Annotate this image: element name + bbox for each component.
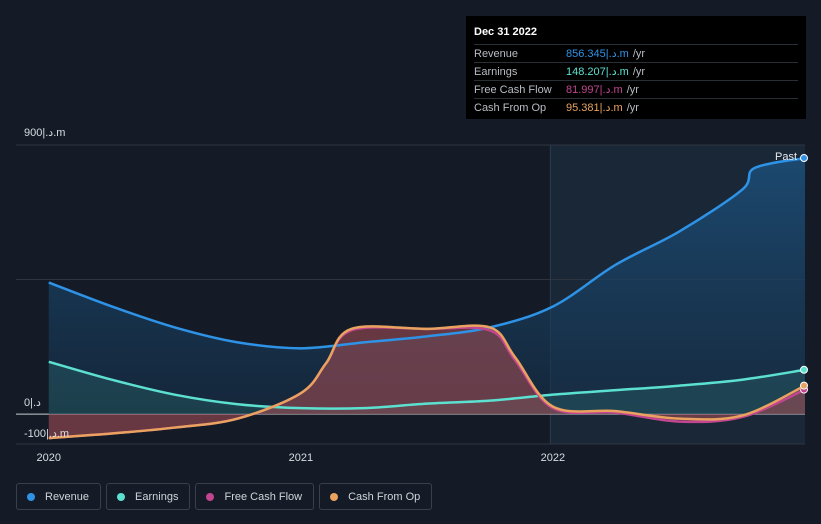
y-tick-label: -100|.د.m [24,428,69,440]
y-tick-label: 900|.د.m [24,127,65,139]
free-cash-flow-area [48,327,806,439]
legend-label: Earnings [135,490,179,503]
tooltip-panel: Dec 31 2022 Revenue 856.345|.د.m /yr Ear… [466,16,806,119]
tooltip-label: Free Cash Flow [474,83,552,96]
legend-label: Cash From Op [348,490,421,503]
legend-dot-icon [330,492,339,501]
tooltip-value: 81.997|.د.m [566,84,623,96]
legend-item-cash-from-op[interactable]: Cash From Op [319,483,433,510]
tooltip-label: Revenue [474,47,519,60]
tooltip-unit: /yr [626,83,639,96]
legend-item-free-cash-flow[interactable]: Free Cash Flow [195,483,315,510]
legend-label: Free Cash Flow [224,490,303,503]
x-tick-label: 2020 [37,452,61,464]
tooltip-row-free-cash-flow: Free Cash Flow 81.997|.د.m /yr [474,80,798,98]
revenue-line [48,156,806,350]
tooltip-unit: /yr [626,101,639,114]
tooltip-value: 856.345|.د.m [566,48,629,60]
tooltip-label: Cash From Op [474,101,547,114]
past-label: Past [775,151,797,163]
legend-label: Revenue [45,490,90,503]
tooltip-date: Dec 31 2022 [474,26,537,38]
legend: Revenue Earnings Free Cash Flow Cash Fro… [16,483,433,510]
legend-item-revenue[interactable]: Revenue [16,483,102,510]
cash-from-op-end-point [800,381,808,390]
earnings-area [48,361,806,415]
x-tick-label: 2021 [289,452,313,464]
tooltip-unit: /yr [632,47,646,60]
cash-from-op-line [48,324,806,440]
cash-from-op-area [48,325,806,439]
y-tick-label: 0|.د [24,397,41,409]
x-tick-label: 2022 [541,452,565,464]
legend-item-earnings[interactable]: Earnings [106,483,191,510]
legend-dot-icon [117,492,126,501]
earnings-line [48,360,806,410]
tooltip-value: 95.381|.د.m [566,102,623,114]
tooltip-row-earnings: Earnings 148.207|.د.m /yr [474,62,798,80]
tooltip-unit: /yr [632,65,646,78]
tooltip-value: 148.207|.د.m [566,66,629,78]
tooltip-row-revenue: Revenue 856.345|.د.m /yr [474,44,798,62]
revenue-area [48,158,806,415]
tooltip-row-cash-from-op: Cash From Op 95.381|.د.m /yr [474,98,798,116]
earnings-end-point [800,365,808,374]
revenue-end-point [800,154,808,163]
legend-dot-icon [27,492,35,501]
tooltip-label: Earnings [474,65,518,78]
legend-dot-icon [206,492,215,501]
